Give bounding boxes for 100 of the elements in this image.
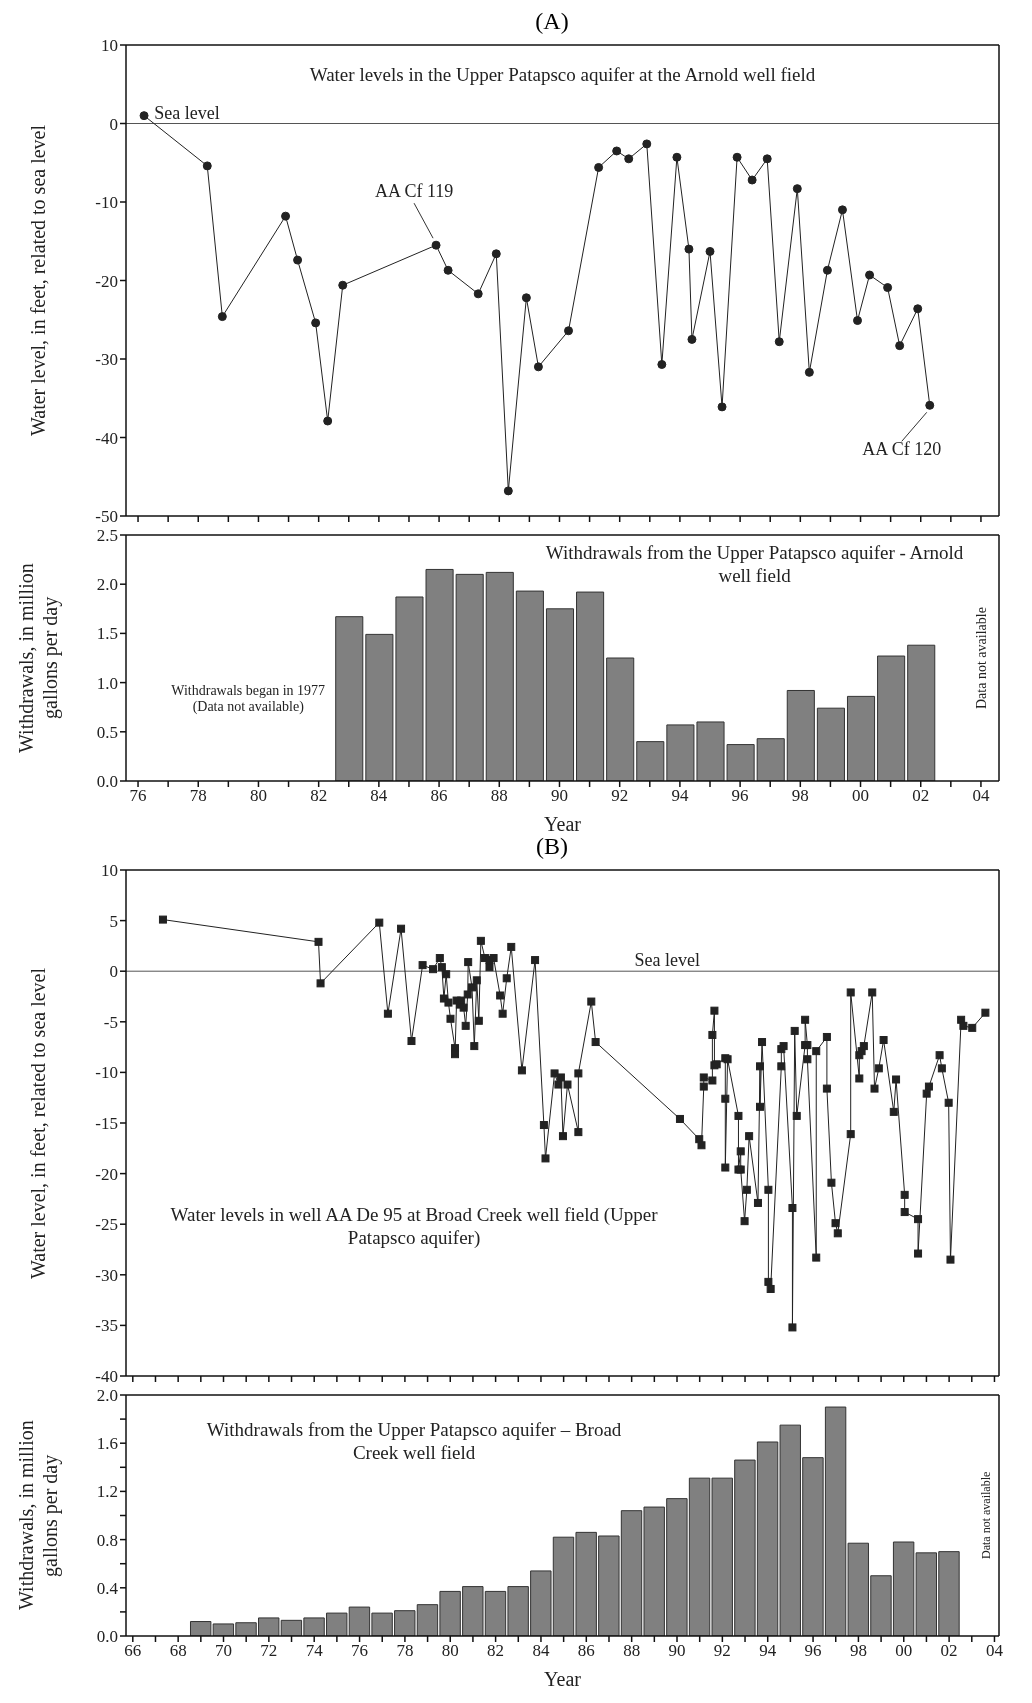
point [732, 152, 742, 162]
x-axis-title: Year [544, 1668, 582, 1690]
ref-line-label: Sea level [154, 102, 220, 123]
bar [335, 616, 364, 781]
y-tick-label: 2.0 [96, 575, 118, 595]
x-tick-label: 02 [940, 1641, 958, 1661]
x-tick-label: 76 [351, 1641, 369, 1661]
chart-title: (A) [534, 8, 570, 36]
x-tick-label: 94 [759, 1641, 777, 1661]
y-tick-label: -40 [95, 1367, 118, 1387]
y-tick-label: 0 [109, 114, 118, 134]
y-tick-label: 10 [101, 861, 118, 881]
x-tick-label: 88 [623, 1641, 641, 1661]
bar [606, 657, 635, 781]
point [684, 244, 694, 254]
y-tick-label: 2.0 [96, 1386, 118, 1406]
point [139, 111, 149, 121]
point [822, 265, 832, 275]
y-tick-label: 2.5 [96, 526, 118, 546]
x-tick-label: 92 [713, 1641, 731, 1661]
point [521, 293, 531, 303]
y-tick-label: -40 [95, 428, 118, 448]
bar [756, 738, 785, 781]
y-axis-title: Water level, in feet, related to sea level [26, 124, 50, 438]
y-tick-label: 1.0 [96, 673, 118, 693]
x-tick-label: 72 [260, 1641, 278, 1661]
bar [515, 590, 544, 781]
x-tick-label: 04 [985, 1641, 1004, 1661]
x-tick-label: 92 [611, 786, 629, 806]
y-tick-label: -10 [95, 193, 118, 213]
y-tick-label: -5 [103, 1012, 118, 1032]
point [642, 139, 652, 149]
x-tick-label: 82 [310, 786, 328, 806]
x-tick-label: 88 [490, 786, 508, 806]
x-tick-label: 76 [129, 786, 147, 806]
y-tick-label: -20 [95, 1164, 118, 1184]
point [443, 265, 453, 275]
bar [545, 608, 575, 781]
annotation: AA Cf 120 [862, 439, 942, 460]
point [338, 280, 348, 290]
point [672, 152, 682, 162]
x-tick-label: 80 [249, 786, 267, 806]
bar [846, 695, 876, 781]
point [323, 416, 333, 426]
y-axis-title: Withdrawals, in million gallons per day [14, 562, 63, 755]
x-tick-label: 90 [668, 1641, 686, 1661]
annotation: Withdrawals from the Upper Patapsco aquifer - Arnold well field [544, 542, 965, 588]
point [804, 367, 814, 377]
bar [576, 591, 605, 781]
y-tick-label: 0.8 [96, 1530, 118, 1550]
annotation: Water levels in the Upper Patapsco aquifer at the Arnold well field [308, 63, 817, 87]
y-tick-label: -30 [95, 1265, 118, 1285]
y-tick-label: -35 [95, 1316, 118, 1336]
x-tick-label: 94 [671, 786, 689, 806]
y-tick-label: -20 [95, 271, 118, 291]
x-tick-label: 90 [550, 786, 568, 806]
point [202, 161, 212, 171]
bar [816, 707, 845, 781]
x-tick-label: 70 [215, 1641, 232, 1661]
point [774, 337, 784, 347]
point [837, 205, 847, 215]
ref-line-label: Sea level [634, 950, 700, 971]
x-axis-title: Year [544, 813, 582, 835]
x-tick-label: 84 [370, 786, 388, 806]
point [657, 360, 667, 369]
x-tick-label: 82 [487, 1641, 505, 1661]
point [564, 326, 574, 336]
point [865, 270, 875, 280]
x-tick-label: 86 [577, 1641, 595, 1661]
y-tick-label: -30 [95, 350, 118, 370]
annotation: Withdrawals from the Upper Patapsco aquifer – Broad Creek well field [205, 1419, 623, 1465]
x-tick-label: 98 [849, 1641, 867, 1661]
x-tick-label: 96 [804, 1641, 822, 1661]
annotation: Withdrawals began in 1977 (Data not available) [170, 682, 327, 717]
point [533, 362, 543, 372]
bar [485, 571, 514, 781]
point [594, 162, 604, 172]
y-axis-title: Water level, in feet, related to sea level [26, 966, 50, 1281]
y-tick-label: 1.6 [96, 1434, 118, 1454]
point [624, 154, 634, 164]
y-tick-label: 1.5 [96, 624, 118, 644]
point [705, 246, 715, 256]
point [717, 402, 727, 412]
y-tick-label: 0.0 [96, 1627, 118, 1647]
x-tick-label: 96 [731, 786, 749, 806]
y-tick-label: 5 [109, 911, 118, 931]
x-tick-label: 74 [305, 1641, 324, 1661]
point [747, 175, 757, 185]
y-tick-label: 0.4 [96, 1578, 119, 1598]
y-tick-label: -25 [95, 1215, 118, 1235]
point [762, 154, 772, 164]
bar [786, 689, 815, 781]
y-tick-label: -50 [95, 507, 118, 527]
bar [636, 741, 665, 781]
x-tick-label: 78 [189, 786, 207, 806]
point [883, 283, 893, 293]
point [687, 334, 697, 344]
point [503, 486, 513, 496]
y-tick-label: 0.5 [96, 722, 118, 742]
y-tick-label: 10 [101, 36, 118, 56]
